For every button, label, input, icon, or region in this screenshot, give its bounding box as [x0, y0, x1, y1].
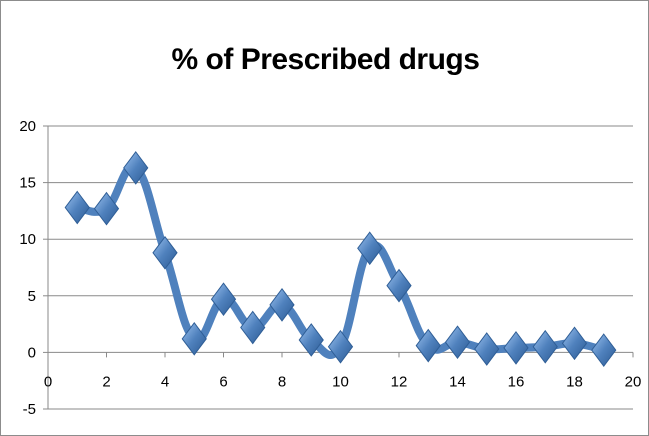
data-point [561, 326, 588, 361]
x-tick-label: 12 [391, 373, 408, 390]
data-point [415, 328, 441, 363]
x-tick-label: 14 [449, 373, 466, 390]
y-tick-label: 15 [19, 175, 36, 192]
y-tick-label: -5 [23, 401, 36, 418]
data-point [444, 325, 471, 360]
x-tick-label: 2 [102, 373, 110, 390]
data-point [503, 331, 529, 365]
data-point [240, 310, 266, 345]
chart-title: % of Prescribed drugs [171, 43, 480, 76]
y-tick-label: 0 [28, 344, 36, 361]
x-tick-label: 20 [625, 373, 642, 390]
data-point [269, 288, 295, 322]
x-tick-label: 4 [161, 373, 169, 390]
x-tick-label: 8 [278, 373, 286, 390]
y-tick-label: 10 [19, 231, 36, 248]
data-point [181, 321, 207, 356]
data-point [210, 282, 237, 317]
data-point [474, 332, 500, 366]
x-tick-label: 18 [566, 373, 583, 390]
x-tick-label: 0 [44, 373, 52, 390]
data-point [532, 329, 558, 364]
data-point [298, 323, 324, 357]
data-point [357, 231, 383, 266]
data-point [591, 333, 617, 367]
x-tick-label: 6 [219, 373, 227, 390]
x-tick-label: 16 [508, 373, 525, 390]
data-point [123, 151, 149, 185]
y-tick-label: 5 [28, 288, 36, 305]
x-tick-label: 10 [332, 373, 349, 390]
data-point [64, 190, 90, 225]
y-tick-label: 20 [19, 118, 36, 135]
data-point [152, 235, 178, 270]
data-point [93, 191, 120, 226]
series-line [73, 162, 608, 359]
data-point [327, 329, 354, 364]
data-point [386, 268, 412, 303]
